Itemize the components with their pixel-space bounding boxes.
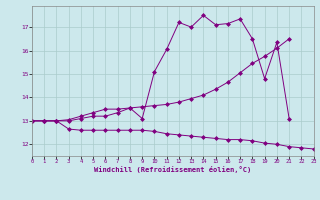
X-axis label: Windchill (Refroidissement éolien,°C): Windchill (Refroidissement éolien,°C) bbox=[94, 166, 252, 173]
